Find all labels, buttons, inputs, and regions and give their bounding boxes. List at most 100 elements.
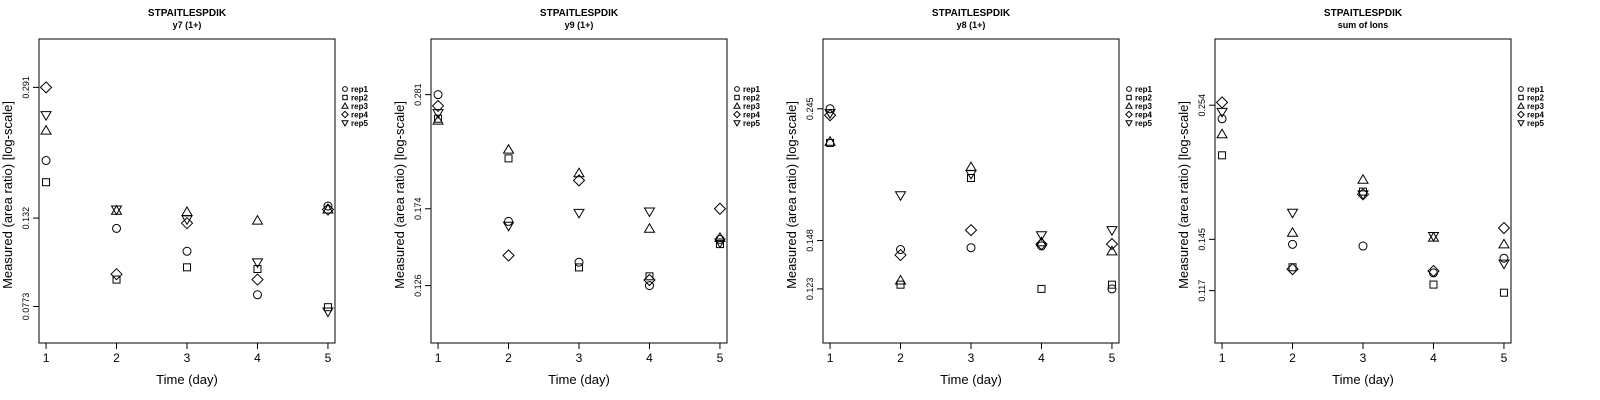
point-rep3	[181, 205, 193, 216]
point-rep4	[1286, 262, 1299, 276]
legend-entry: rep5	[1135, 119, 1152, 128]
legend-entry: rep3	[1527, 102, 1544, 111]
x-tick-label: 1	[43, 351, 50, 365]
point-rep5	[181, 215, 193, 226]
x-tick-label: 1	[1219, 351, 1226, 365]
y-axis-label: Measured (area ratio) [log-scale]	[784, 101, 799, 289]
chart-title: STPAITLESPDIK	[932, 8, 1011, 19]
legend-entry: rep4	[1135, 111, 1152, 120]
point-rep1	[182, 246, 192, 256]
point-rep2	[1499, 288, 1508, 297]
point-rep5	[643, 207, 656, 218]
point-rep2	[504, 154, 513, 163]
point-rep2	[112, 275, 121, 284]
point-rep5	[824, 109, 836, 120]
y-tick-label: 0.174	[413, 197, 423, 220]
point-rep1	[1428, 268, 1438, 278]
chart-title: STPAITLESPDIK	[1324, 8, 1403, 19]
point-rep4	[1427, 264, 1440, 278]
x-tick-label: 1	[435, 351, 442, 365]
x-axis-label: Time (day)	[940, 372, 1002, 387]
point-rep3	[502, 143, 515, 154]
point-rep2	[645, 272, 654, 281]
point-rep2	[1107, 280, 1116, 289]
point-rep5	[1035, 231, 1048, 242]
y-tick-label: 0.291	[21, 76, 31, 99]
y-axis-label: Measured (area ratio) [log-scale]	[392, 101, 407, 289]
point-rep1	[1217, 114, 1227, 124]
point-rep3	[251, 214, 264, 225]
x-tick-label: 4	[1038, 351, 1045, 365]
point-rep5	[110, 205, 123, 216]
point-rep3	[1357, 173, 1369, 184]
point-rep1	[644, 281, 654, 291]
point-rep3	[110, 204, 123, 215]
x-axis-label: Time (day)	[548, 372, 610, 387]
point-rep5	[251, 258, 264, 269]
x-tick-label: 4	[1430, 351, 1437, 365]
point-rep4	[964, 223, 978, 237]
point-rep3	[1427, 231, 1440, 242]
point-rep5	[894, 191, 907, 202]
legend-entry: rep1	[743, 85, 760, 94]
point-rep5	[502, 221, 515, 232]
point-rep5	[1357, 190, 1369, 201]
point-rep1	[1107, 284, 1117, 294]
point-rep5	[322, 307, 334, 318]
point-rep5	[1216, 107, 1228, 118]
point-rep4	[180, 216, 194, 230]
point-rep5	[1427, 232, 1440, 243]
legend-marker-rep1	[734, 86, 740, 92]
legend-entry: rep5	[743, 119, 760, 128]
legend-entry: rep3	[743, 102, 760, 111]
y-tick-label: 0.148	[805, 229, 815, 252]
legend-entry: rep1	[1135, 85, 1152, 94]
point-rep2	[323, 303, 332, 312]
chart-subtitle: y8 (1+)	[957, 20, 986, 30]
y-tick-label: 0.254	[1197, 94, 1207, 117]
point-rep5	[1286, 208, 1299, 219]
x-tick-label: 5	[325, 351, 332, 365]
legend-marker-rep4	[341, 110, 349, 119]
point-rep4	[823, 109, 837, 122]
legend-entry: rep2	[351, 94, 368, 103]
legend-marker-rep4	[1125, 110, 1133, 119]
chart-subtitle: y9 (1+)	[565, 20, 594, 30]
point-rep2	[183, 263, 191, 272]
y-tick-label: 0.281	[413, 83, 423, 106]
point-rep1	[1358, 241, 1368, 251]
point-rep1	[504, 216, 514, 226]
x-tick-label: 3	[184, 351, 191, 365]
point-rep2	[967, 174, 975, 183]
x-tick-label: 1	[827, 351, 834, 365]
legend-marker-rep2	[1518, 94, 1524, 101]
point-rep5	[965, 169, 977, 180]
point-rep1	[1499, 253, 1509, 263]
y-tick-label: 0.117	[1197, 280, 1207, 302]
legend-entry: rep3	[351, 102, 368, 111]
legend-entry: rep4	[351, 111, 368, 120]
x-tick-label: 2	[897, 351, 904, 365]
plot-frame	[38, 38, 336, 344]
point-rep3	[1106, 245, 1118, 256]
point-rep4	[251, 273, 264, 286]
point-rep2	[253, 265, 262, 274]
legend-marker-rep3	[341, 101, 349, 109]
point-rep2	[1288, 263, 1297, 272]
point-rep4	[321, 203, 335, 216]
point-rep3	[1286, 226, 1299, 237]
point-rep2	[42, 178, 51, 187]
legend-entry: rep3	[1135, 102, 1152, 111]
point-rep3	[894, 274, 907, 285]
y-axis-label: Measured (area ratio) [log-scale]	[1176, 101, 1191, 289]
point-rep3	[1498, 238, 1510, 249]
point-rep2	[1218, 151, 1227, 160]
chart-subtitle: sum of Ions	[1338, 20, 1389, 30]
point-rep3	[40, 124, 52, 135]
x-tick-label: 5	[1109, 351, 1116, 365]
legend-marker-rep3	[733, 101, 741, 109]
point-rep1	[252, 290, 262, 300]
